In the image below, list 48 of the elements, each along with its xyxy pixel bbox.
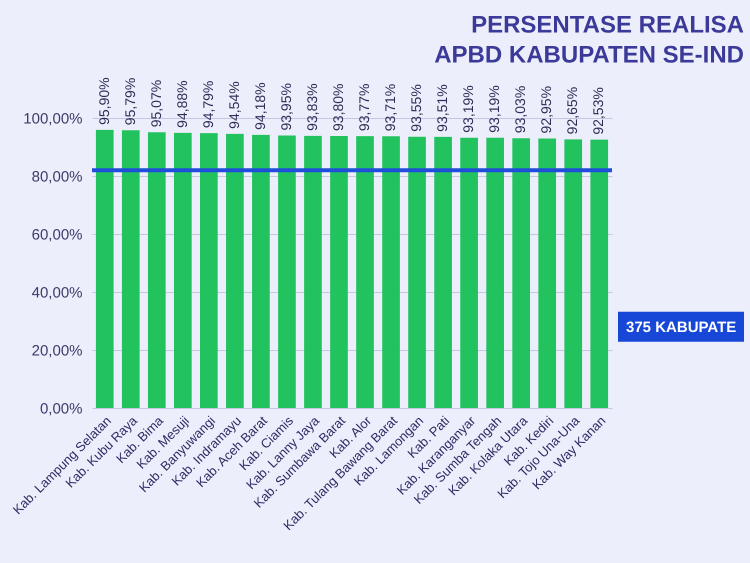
data-label: 93,19% bbox=[486, 85, 502, 133]
bar bbox=[460, 138, 478, 408]
data-label: 93,71% bbox=[382, 84, 398, 132]
data-label: 93,83% bbox=[304, 83, 320, 131]
bar bbox=[174, 132, 192, 408]
bar bbox=[408, 136, 426, 408]
data-label: 93,55% bbox=[408, 84, 424, 132]
data-label: 95,90% bbox=[96, 77, 112, 125]
data-label: 92,95% bbox=[538, 86, 554, 134]
bar bbox=[356, 136, 374, 408]
bar bbox=[434, 136, 452, 408]
text: 375 KABUPATE bbox=[626, 318, 736, 336]
bar bbox=[564, 139, 582, 408]
data-label: 92,53% bbox=[590, 87, 606, 135]
y-tick-label: 20,00% bbox=[32, 342, 82, 360]
y-tick-label: 60,00% bbox=[32, 226, 82, 244]
bar bbox=[512, 138, 530, 408]
data-label: 94,79% bbox=[200, 80, 216, 128]
y-tick-label: 100,00% bbox=[23, 110, 82, 128]
bar bbox=[96, 130, 114, 408]
bar bbox=[590, 140, 608, 408]
bar bbox=[200, 133, 218, 408]
data-label: 94,88% bbox=[174, 80, 190, 128]
data-label: 93,03% bbox=[512, 86, 528, 134]
bar bbox=[304, 136, 322, 408]
bar bbox=[330, 136, 348, 408]
bar bbox=[538, 138, 556, 408]
bar bbox=[278, 136, 296, 408]
y-tick-label: 0,00% bbox=[40, 400, 82, 418]
data-label: 94,18% bbox=[252, 82, 268, 130]
bar bbox=[486, 138, 504, 408]
chart-title: PERSENTASE REALISA APBD KABUPATEN SE-IND bbox=[434, 11, 744, 68]
data-label: 95,07% bbox=[148, 80, 164, 128]
data-label: 92,65% bbox=[564, 86, 580, 134]
bar bbox=[252, 134, 270, 408]
data-label: 93,77% bbox=[356, 84, 372, 132]
data-label: 93,19% bbox=[460, 85, 476, 133]
data-label: 93,51% bbox=[434, 84, 450, 132]
data-label: 95,79% bbox=[122, 78, 138, 126]
y-tick-label: 80,00% bbox=[32, 168, 82, 186]
bar bbox=[122, 130, 140, 408]
y-tick-label: 40,00% bbox=[32, 284, 82, 302]
data-label: 94,54% bbox=[226, 81, 242, 129]
bar bbox=[148, 132, 166, 408]
bar bbox=[226, 134, 244, 408]
bar bbox=[382, 136, 400, 408]
data-label: 93,95% bbox=[278, 83, 294, 131]
data-label: 93,80% bbox=[330, 83, 346, 131]
